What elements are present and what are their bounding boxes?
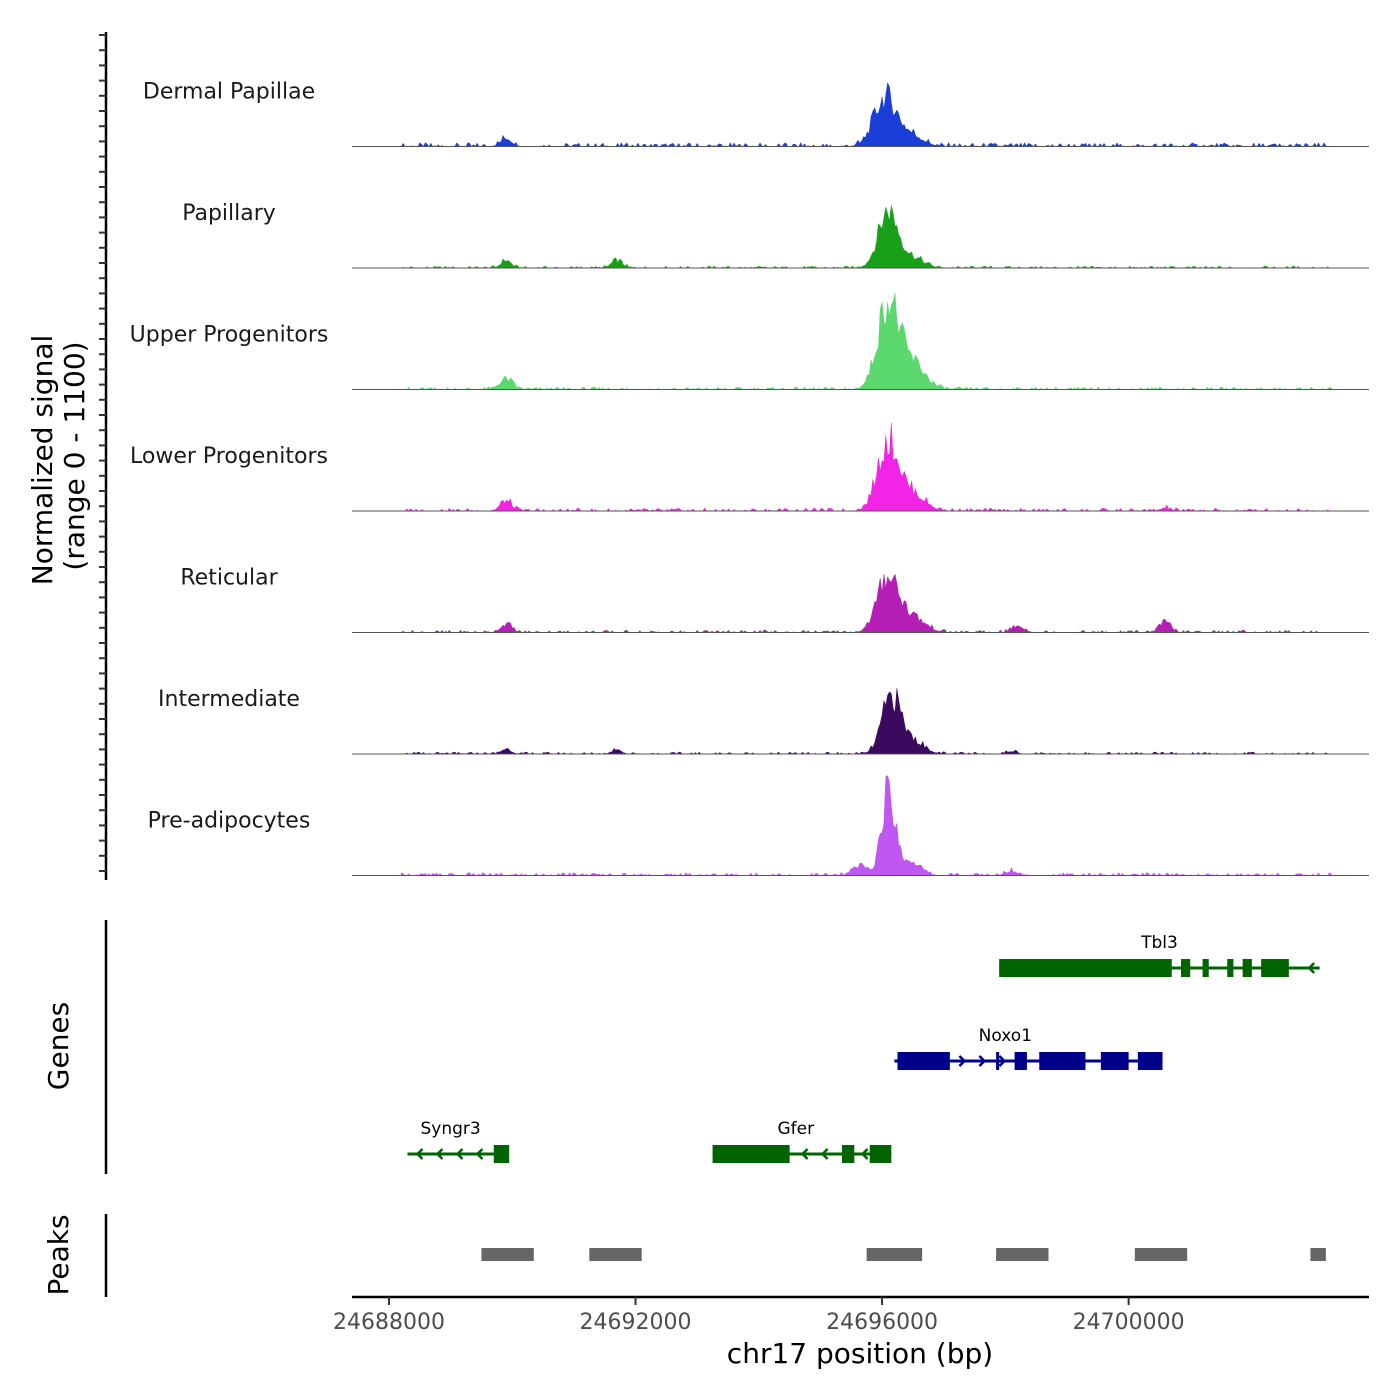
exon-block — [1242, 959, 1252, 977]
gene-tbl3: Tbl3 — [999, 933, 1320, 977]
exon-block — [1137, 1052, 1163, 1070]
track-reticular: Reticular — [180, 566, 1369, 633]
x-tick-label: 24688000 — [333, 1310, 445, 1335]
track-label: Pre-adipocytes — [148, 809, 311, 834]
x-tick-label: 24700000 — [1073, 1310, 1185, 1335]
peak-region — [1134, 1248, 1188, 1261]
exon-block — [869, 1145, 892, 1163]
x-axis-ticks: 24688000 24692000 24696000 24700000 — [333, 1297, 1185, 1335]
exon-block — [996, 1052, 1000, 1070]
signal-area — [401, 775, 1333, 876]
signal-area — [400, 573, 1332, 633]
track-label: Dermal Papillae — [143, 80, 315, 105]
exon-block — [842, 1145, 855, 1163]
exon-block — [897, 1052, 950, 1070]
exon-block — [1181, 959, 1191, 977]
exon-block — [712, 1145, 790, 1163]
track-label: Reticular — [180, 566, 278, 591]
strand-arrow — [978, 1055, 987, 1067]
track-label: Upper Progenitors — [130, 323, 329, 348]
signal-y-axis-title-line2: (range 0 - 1100) — [58, 341, 91, 570]
peak-regions — [481, 1248, 1326, 1261]
peak-region — [481, 1248, 534, 1261]
gene-label: Syngr3 — [421, 1119, 481, 1139]
track-upper-progenitors: Upper Progenitors — [130, 292, 1369, 390]
track-pre-adipocytes: Pre-adipocytes — [148, 775, 1369, 876]
track-intermediate: Intermediate — [158, 687, 1369, 755]
exon-block — [1202, 959, 1209, 977]
peak-region — [996, 1248, 1049, 1261]
signal-y-axis-title-line1: Normalized signal — [26, 335, 59, 586]
gene-syngr3: Syngr3 — [407, 1119, 510, 1163]
exon-block — [1261, 959, 1289, 977]
x-axis-title: chr17 position (bp) — [727, 1337, 993, 1370]
strand-arrow — [958, 1055, 967, 1067]
exon-block — [1227, 959, 1234, 977]
signal-area — [401, 422, 1332, 512]
track-label: Lower Progenitors — [130, 444, 328, 469]
gene-gfer: Gfer — [712, 1119, 892, 1163]
gene-label: Tbl3 — [1140, 933, 1178, 953]
x-tick-label: 24696000 — [826, 1310, 938, 1335]
strand-arrow — [800, 1148, 809, 1160]
track-papillary: Papillary — [182, 201, 1369, 269]
track-lower-progenitors: Lower Progenitors — [130, 422, 1369, 512]
exon-block — [1014, 1052, 1027, 1070]
genes-axis-title: Genes — [42, 1002, 75, 1090]
x-tick-label: 24692000 — [580, 1310, 692, 1335]
signal-area — [401, 205, 1332, 269]
strand-arrow — [435, 1148, 444, 1160]
gene-noxo1: Noxo1 — [894, 1026, 1163, 1070]
strand-arrow — [475, 1148, 484, 1160]
signal-area — [401, 688, 1332, 755]
track-dermal-papillae: Dermal Papillae — [143, 80, 1369, 148]
strand-arrow — [415, 1148, 424, 1160]
strand-arrow — [998, 1055, 1007, 1067]
track-label: Papillary — [182, 201, 276, 226]
peak-region — [866, 1248, 923, 1261]
strand-arrow — [860, 1148, 869, 1160]
exon-block — [999, 959, 1172, 977]
signal-area — [401, 292, 1333, 390]
strand-arrow — [820, 1148, 829, 1160]
peaks-axis-title: Peaks — [42, 1214, 75, 1295]
exon-block — [493, 1145, 510, 1163]
signal-area — [400, 82, 1332, 148]
strand-arrow — [455, 1148, 464, 1160]
signal-tracks: Dermal Papillae Papillary Upper Progenitor… — [130, 80, 1369, 876]
gene-label: Noxo1 — [979, 1026, 1032, 1046]
peak-region — [589, 1248, 642, 1261]
strand-arrow — [1307, 962, 1316, 974]
gene-annotations: Tbl3 Noxo1 Syngr3 Gfer — [407, 933, 1320, 1163]
exon-block — [1039, 1052, 1086, 1070]
track-label: Intermediate — [158, 687, 300, 712]
peak-region — [1310, 1248, 1326, 1261]
exon-block — [1100, 1052, 1129, 1070]
gene-label: Gfer — [777, 1119, 814, 1139]
signal-y-axis-ticks — [99, 34, 106, 872]
